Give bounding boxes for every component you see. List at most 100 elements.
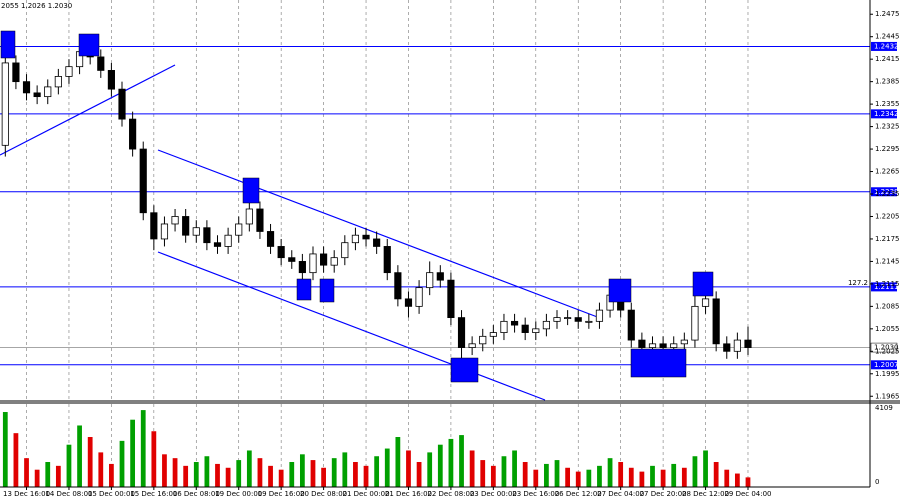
channel-lower — [157, 251, 546, 401]
candle-body — [670, 343, 678, 348]
volume-bar — [734, 473, 740, 487]
volume-bar — [480, 460, 486, 487]
volume-bar — [45, 462, 51, 487]
marker — [319, 278, 335, 303]
candle-body — [341, 242, 349, 259]
volume-bar — [384, 448, 390, 487]
y-tick-label: 1.2145 — [875, 257, 900, 265]
current-price-box — [870, 342, 898, 353]
candle-body — [129, 118, 137, 150]
volume-bar — [331, 458, 337, 487]
volume-bar — [607, 458, 613, 487]
level-label: 1.2342 — [874, 110, 899, 118]
volume-bar — [490, 465, 496, 487]
level-label: 1.2238 — [874, 188, 899, 196]
volume-bar — [289, 462, 295, 487]
candle-body — [22, 81, 31, 94]
volume-bar — [565, 467, 571, 487]
y-tick-label: 1.2175 — [875, 235, 900, 243]
volume-bar — [427, 452, 433, 487]
volume-bar — [87, 437, 93, 487]
x-tick-label: 29 Dec 04:00 — [724, 490, 771, 498]
volume-bar — [459, 435, 464, 487]
volume-bar — [448, 438, 454, 487]
candle-body — [638, 339, 646, 348]
x-tick-label: 27 Dec 04:00 — [597, 490, 644, 498]
candle-body — [139, 148, 147, 214]
candle-body — [648, 343, 657, 348]
y-tick-label: 1.2055 — [875, 325, 900, 333]
y-tick-label: 1.2085 — [875, 302, 900, 310]
volume-bar — [745, 477, 751, 487]
candle-body — [457, 317, 466, 348]
volume-bar — [34, 469, 40, 487]
x-tick-label: 28 Dec 12:00 — [682, 490, 729, 498]
candle-body — [213, 242, 222, 247]
volume-bar — [522, 462, 528, 487]
volume-bar — [24, 458, 29, 487]
candle-body — [224, 234, 232, 247]
candle-body — [171, 216, 179, 225]
candle-body — [54, 76, 62, 88]
level-label: 1.2432 — [874, 42, 899, 50]
volume-bar — [215, 463, 220, 487]
candle-body — [266, 231, 275, 247]
candle-body — [723, 343, 731, 352]
y-tick-label: 1.1995 — [875, 370, 900, 378]
volume-bar — [162, 454, 167, 487]
y-tick-label: 1.2445 — [875, 33, 900, 41]
y-tick-label: 1.2025 — [875, 347, 900, 355]
volume-bar — [628, 467, 634, 487]
candle-body — [521, 324, 529, 333]
candle-body — [107, 70, 115, 90]
volume-bar — [512, 450, 517, 487]
candle-body — [12, 62, 20, 83]
level-label: 1.2007 — [874, 361, 899, 369]
volume-bar — [140, 410, 146, 487]
candle-body — [510, 320, 519, 326]
volume-bar — [321, 467, 326, 487]
channel-upper — [157, 149, 601, 319]
y-tick-label: 1.2415 — [875, 55, 900, 63]
y-tick-label: 1.2265 — [875, 168, 900, 176]
candle-body — [489, 332, 497, 337]
markers — [0, 30, 714, 383]
volume-bar — [13, 433, 19, 487]
candle-body — [574, 317, 582, 322]
volume-bar — [575, 471, 581, 487]
y-tick-label: 1.2235 — [875, 190, 900, 198]
volume-bar — [257, 458, 263, 487]
volume-bar — [204, 456, 210, 487]
marker — [296, 278, 312, 301]
volume-bar — [406, 450, 411, 487]
x-tick-label: 15 Dec 00:00 — [88, 490, 135, 498]
candle-body — [288, 257, 296, 262]
volume-bar — [119, 440, 125, 487]
level-annotation: 127.2 — [848, 279, 868, 287]
trend-lines — [0, 64, 601, 401]
candle-body — [44, 86, 52, 98]
x-tick-label: 15 Dec 16:00 — [130, 490, 177, 498]
level-label-box — [871, 187, 897, 197]
y-tick-label: 1.2355 — [875, 100, 900, 108]
marker — [630, 348, 687, 378]
volume-bar — [172, 458, 178, 487]
volume-bar — [618, 462, 624, 487]
volume-bar — [268, 465, 273, 487]
y-tick-label: 1.2115 — [875, 280, 900, 288]
volume-bar — [681, 467, 687, 487]
candle-body — [160, 223, 169, 240]
candle-body — [701, 298, 710, 307]
volume-bar — [363, 465, 369, 487]
volume-bar — [597, 465, 602, 487]
y-tick-label: 1.2475 — [875, 10, 900, 18]
y-tick-label: 1.2325 — [875, 123, 900, 131]
candle-body — [203, 227, 211, 244]
y-tick-label: 1.2295 — [875, 145, 900, 153]
candle-body — [585, 320, 593, 323]
volume-bar — [236, 460, 242, 487]
header-text: 2055 1.2026 1.2030 — [1, 2, 72, 10]
